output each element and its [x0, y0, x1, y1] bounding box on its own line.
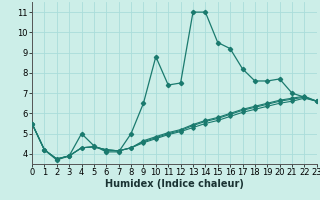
- X-axis label: Humidex (Indice chaleur): Humidex (Indice chaleur): [105, 179, 244, 189]
